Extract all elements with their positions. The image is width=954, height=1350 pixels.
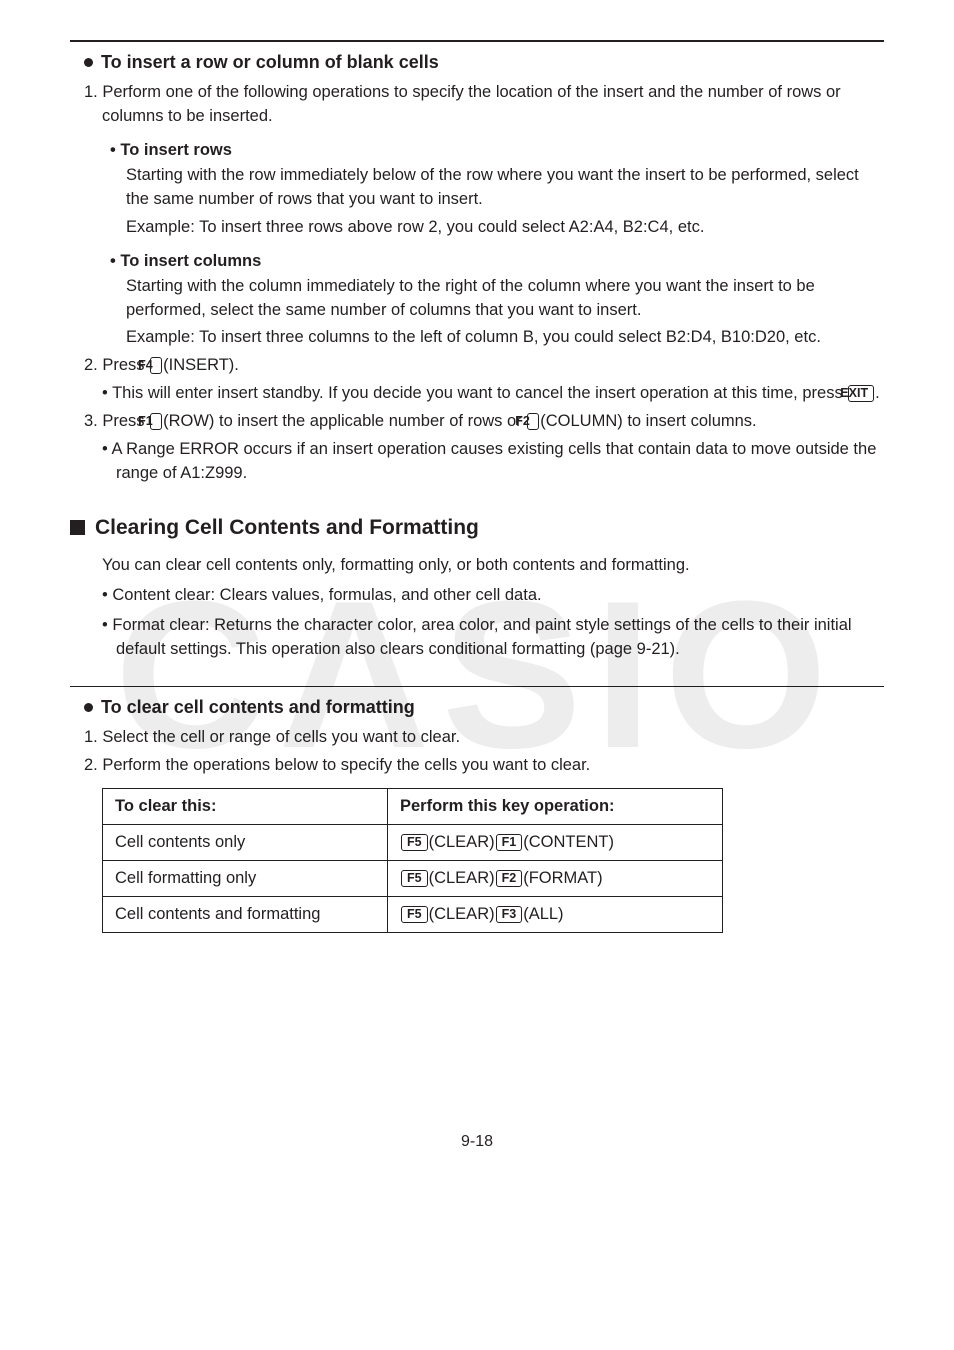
bullet-dot-icon-2 (84, 703, 93, 712)
para-insert-rows-1: Starting with the row immediately below … (126, 164, 884, 212)
bullet-dot-icon (84, 58, 93, 67)
key-f2: F2 (527, 413, 539, 430)
clearing-p1: You can clear cell contents only, format… (102, 554, 884, 578)
table-row: Cell contents only F5(CLEAR)F1(CONTENT) (103, 824, 723, 860)
heading-insert-blank-text: To insert a row or column of blank cells (101, 52, 439, 73)
table-cell: Cell contents only (103, 824, 388, 860)
step-2-b: (INSERT). (163, 356, 239, 374)
key-label: (CONTENT) (523, 833, 614, 851)
table-header-2: Perform this key operation: (388, 788, 723, 824)
table-cell: F5(CLEAR)F1(CONTENT) (388, 824, 723, 860)
step-3-bullet: • A Range ERROR occurs if an insert oper… (102, 438, 884, 486)
key-label: (CLEAR) (429, 833, 495, 851)
key-f5: F5 (401, 906, 428, 923)
example-body: To insert three columns to the left of c… (199, 328, 821, 346)
key-label: (CLEAR) (429, 869, 495, 887)
table-row: Cell formatting only F5(CLEAR)F2(FORMAT) (103, 860, 723, 896)
key-label: (ALL) (523, 905, 563, 923)
subheading-insert-cols: • To insert columns (110, 252, 884, 271)
example-label: Example: (126, 328, 199, 346)
clear-step-2: 2. Perform the operations below to speci… (84, 754, 884, 778)
table-cell: F5(CLEAR)F3(ALL) (388, 896, 723, 932)
table-cell: Cell formatting only (103, 860, 388, 896)
table-row: Cell contents and formatting F5(CLEAR)F3… (103, 896, 723, 932)
step-3-c: (COLUMN) to insert columns. (540, 412, 756, 430)
step-3: 3. Press F1(ROW) to insert the applicabl… (84, 410, 884, 434)
heading-clear-cells: To clear cell contents and formatting (84, 697, 884, 718)
table-header-1: To clear this: (103, 788, 388, 824)
step-3-b: (ROW) to insert the applicable number of… (163, 412, 526, 430)
top-rule (70, 40, 884, 42)
key-f1: F1 (150, 413, 162, 430)
clearing-b1: • Content clear: Clears values, formulas… (102, 584, 884, 608)
table-cell: Cell contents and formatting (103, 896, 388, 932)
key-f4: F4 (150, 357, 162, 374)
step-1: 1. Perform one of the following operatio… (84, 81, 884, 129)
clear-table: To clear this: Perform this key operatio… (102, 788, 723, 933)
key-label: (CLEAR) (429, 905, 495, 923)
clearing-b2: • Format clear: Returns the character co… (102, 614, 884, 662)
para-insert-cols-1: Starting with the column immediately to … (126, 275, 884, 323)
heading-clearing-text: Clearing Cell Contents and Formatting (95, 516, 479, 540)
mid-rule (70, 686, 884, 687)
step-2-bullet: • This will enter insert standby. If you… (102, 382, 884, 406)
square-bullet-icon (70, 520, 85, 535)
clear-table-container: To clear this: Perform this key operatio… (102, 788, 884, 933)
key-exit: EXIT (848, 385, 874, 402)
step-2-bullet-a: • This will enter insert standby. If you… (102, 384, 847, 402)
key-f3: F3 (496, 906, 523, 923)
heading-clearing: Clearing Cell Contents and Formatting (70, 516, 884, 540)
step-2-bullet-b: . (875, 384, 880, 402)
subheading-insert-rows: • To insert rows (110, 141, 884, 160)
key-label: (FORMAT) (523, 869, 602, 887)
key-f1: F1 (496, 834, 523, 851)
para-insert-cols-2: Example: To insert three columns to the … (126, 326, 884, 350)
table-cell: F5(CLEAR)F2(FORMAT) (388, 860, 723, 896)
key-f5: F5 (401, 870, 428, 887)
para-insert-rows-2: Example: To insert three rows above row … (126, 216, 884, 240)
page-number: 9-18 (70, 1133, 884, 1151)
key-f5: F5 (401, 834, 428, 851)
table-header-row: To clear this: Perform this key operatio… (103, 788, 723, 824)
heading-insert-blank: To insert a row or column of blank cells (84, 52, 884, 73)
step-2: 2. Press F4(INSERT). (84, 354, 884, 378)
document-page: CASIO To insert a row or column of blank… (0, 0, 954, 1350)
key-f2: F2 (496, 870, 523, 887)
heading-clear-cells-text: To clear cell contents and formatting (101, 697, 415, 718)
clear-step-1: 1. Select the cell or range of cells you… (84, 726, 884, 750)
